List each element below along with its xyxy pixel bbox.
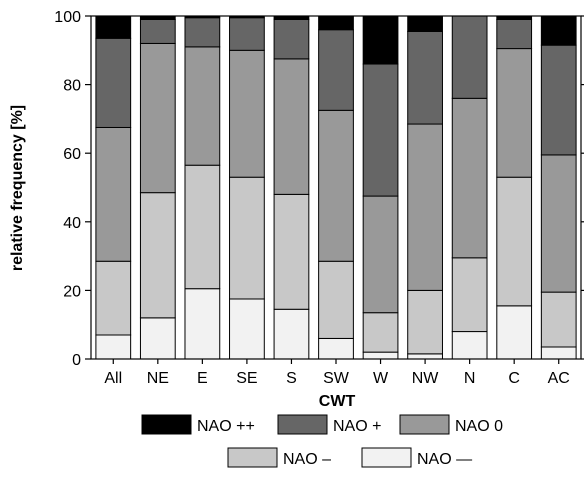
legend-swatch (361, 447, 412, 468)
legend-swatch (399, 414, 450, 435)
x-tick-label-ne: NE (147, 370, 169, 387)
legend: NAO ++ NAO + NAO 0 NAO – NAO — (141, 414, 503, 468)
bar-segment-s-0 (273, 308, 310, 360)
x-axis-title: CWT (319, 393, 356, 410)
y-tick-label: 20 (63, 283, 81, 300)
bar-segment-s-3 (273, 18, 310, 60)
bar-segment-w-0 (362, 351, 399, 360)
bar-segment-sw-4 (318, 15, 354, 31)
bar-segment-nw-1 (407, 289, 443, 355)
bar-segment-w-3 (362, 63, 399, 197)
y-tick-label: 0 (72, 352, 81, 369)
bar-segment-ac-2 (540, 154, 577, 293)
bars-layer (95, 15, 577, 360)
legend-swatch (141, 414, 192, 435)
bar-segment-ne-1 (139, 192, 176, 319)
y-tick-label: 60 (63, 146, 81, 163)
bar-segment-all-2 (95, 126, 132, 262)
bar-segment-sw-0 (318, 337, 354, 360)
y-tick-label: 40 (63, 215, 81, 232)
x-tick-label-e: E (197, 370, 208, 387)
bar-segment-se-0 (229, 298, 265, 360)
x-tick-label-sw: SW (323, 370, 350, 387)
bar-segment-w-1 (362, 312, 399, 353)
bar-segment-c-0 (496, 305, 533, 360)
bar-segment-n-2 (451, 97, 488, 259)
x-tick-label-all: All (104, 370, 122, 387)
x-tick-label-ac: AC (548, 370, 570, 387)
bar-segment-all-0 (95, 334, 132, 360)
legend-label: NAO — (417, 451, 472, 468)
bar-segment-n-3 (451, 15, 488, 99)
bar-segment-sw-2 (318, 109, 354, 262)
x-axis: All NE E SE S SW W NW N C AC (104, 359, 570, 387)
bar-segment-all-3 (95, 37, 132, 128)
bar-segment-ac-4 (540, 15, 577, 46)
bar-segment-nw-2 (407, 123, 443, 291)
bar-segment-ac-3 (540, 44, 577, 156)
bar-segment-c-2 (496, 48, 533, 178)
y-tick-label: 100 (54, 9, 81, 26)
bar-segment-n-0 (451, 331, 488, 360)
x-tick-label-s: S (286, 370, 297, 387)
bar-segment-nw-3 (407, 30, 443, 125)
legend-label: NAO 0 (455, 418, 503, 435)
bar-segment-nw-4 (407, 15, 443, 32)
bar-segment-c-1 (496, 176, 533, 307)
bar-segment-w-4 (362, 15, 399, 65)
bar-segment-ne-2 (139, 42, 176, 194)
legend-swatch (277, 414, 328, 435)
x-tick-label-n: N (464, 370, 476, 387)
bar-segment-s-2 (273, 58, 310, 195)
x-tick-label-c: C (508, 370, 520, 387)
bar-segment-w-2 (362, 195, 399, 314)
bar-segment-se-3 (229, 17, 265, 51)
legend-label: NAO ++ (197, 418, 255, 435)
bar-segment-e-1 (184, 164, 221, 290)
bar-segment-all-4 (95, 15, 132, 39)
bar-segment-ac-0 (540, 346, 577, 360)
x-tick-label-se: SE (236, 370, 257, 387)
bar-segment-se-1 (229, 176, 265, 300)
x-tick-label-nw: NW (412, 370, 440, 387)
bar-segment-ne-0 (139, 317, 176, 360)
legend-swatch (227, 447, 278, 468)
y-tick-label: 80 (63, 78, 81, 95)
bar-segment-n-1 (451, 257, 488, 333)
bar-segment-ac-1 (540, 291, 577, 348)
bar-segment-nw-0 (407, 353, 443, 360)
bar-segment-all-1 (95, 260, 132, 336)
bar-segment-e-3 (184, 17, 221, 48)
x-tick-label-w: W (373, 370, 389, 387)
bar-segment-ne-3 (139, 18, 176, 44)
bar-segment-s-1 (273, 193, 310, 310)
legend-label: NAO + (333, 418, 381, 435)
legend-label: NAO – (283, 451, 331, 468)
bar-segment-e-2 (184, 46, 221, 166)
bar-segment-sw-3 (318, 29, 354, 111)
y-axis-title: relative frequency [%] (9, 105, 26, 271)
bar-segment-sw-1 (318, 260, 354, 339)
bar-segment-se-2 (229, 49, 265, 178)
y-axis: 0 20 40 60 80 100 (54, 9, 584, 369)
bar-segment-e-0 (184, 288, 221, 360)
bar-segment-c-3 (496, 18, 533, 50)
